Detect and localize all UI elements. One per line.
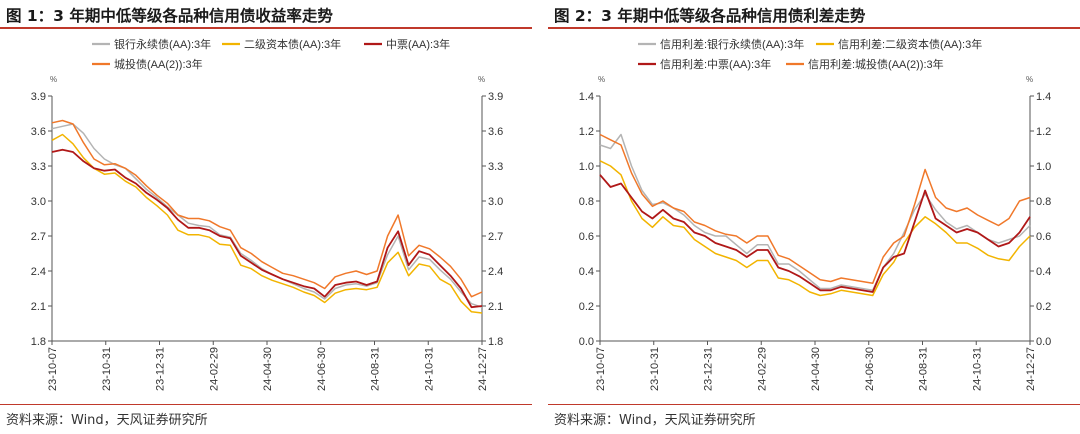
y-tick-label-left: 1.0	[579, 161, 594, 173]
y-tick-label-left: 2.4	[31, 266, 46, 278]
source-rule	[548, 404, 1080, 405]
y-tick-label-left: 3.0	[31, 196, 46, 208]
legend-item: 信用利差:中票(AA):3年	[638, 57, 771, 71]
y-tick-label-left: 3.9	[31, 91, 46, 103]
x-tick-label: 24-10-31	[971, 347, 983, 391]
yield-chart: 银行永续债(AA):3年 二级资本债(AA):3年 中票(AA):3年城投债(AA(…	[31, 37, 504, 391]
y-unit-right: %	[1026, 75, 1033, 84]
x-tick-label: 24-02-29	[756, 347, 768, 391]
title-rule	[548, 27, 1080, 29]
y-unit-left: %	[50, 75, 57, 84]
legend-label: 中票(AA):3年	[386, 37, 450, 51]
y-tick-label-left: 1.8	[31, 336, 46, 348]
source-note-yield: 资料来源：Wind，天风证券研究所	[6, 413, 208, 428]
y-tick-label-left: 0.8	[579, 196, 594, 208]
series-line-2	[599, 160, 1031, 297]
legend-item: 中票(AA):3年	[364, 37, 450, 51]
y-tick-label-right: 2.4	[488, 266, 503, 278]
y-tick-label-right: 2.1	[488, 301, 503, 313]
y-tick-label-right: 0.2	[1036, 301, 1051, 313]
y-tick-label-right: 1.0	[1036, 161, 1051, 173]
x-tick-label: 24-06-30	[316, 347, 328, 391]
x-tick-label: 24-02-29	[208, 347, 220, 391]
y-tick-label-right: 1.4	[1036, 91, 1051, 103]
source-rule	[0, 404, 532, 405]
y-tick-label-right: 0.0	[1036, 336, 1051, 348]
y-tick-label-right: 3.6	[488, 126, 503, 138]
y-unit-right: %	[478, 75, 485, 84]
series-line-1	[599, 133, 1031, 292]
legend-label: 城投债(AA(2)):3年	[114, 57, 203, 71]
y-tick-label-left: 0.2	[579, 301, 594, 313]
series-line-4	[51, 119, 483, 298]
y-tick-label-right: 0.6	[1036, 231, 1051, 243]
series-line-2	[51, 133, 483, 314]
legend-label: 信用利差:二级资本债(AA):3年	[838, 37, 982, 51]
x-tick-label: 23-10-07	[595, 347, 607, 391]
y-tick-label-right: 0.4	[1036, 266, 1051, 278]
series-line-1	[51, 123, 483, 308]
x-tick-label: 24-10-31	[423, 347, 435, 391]
y-tick-label-left: 1.4	[579, 91, 594, 103]
legend-label: 二级资本债(AA):3年	[244, 37, 341, 51]
legend-label: 信用利差:银行永续债(AA):3年	[660, 37, 804, 51]
y-tick-label-left: 3.3	[31, 161, 46, 173]
y-tick-label-left: 2.1	[31, 301, 46, 313]
series-line-4	[599, 133, 1031, 285]
x-tick-label: 23-10-31	[101, 347, 113, 391]
x-tick-label: 24-04-30	[262, 347, 274, 391]
legend-label: 信用利差:中票(AA):3年	[660, 57, 771, 71]
legend-label: 信用利差:城投债(AA(2)):3年	[808, 57, 944, 71]
x-tick-label: 24-06-30	[864, 347, 876, 391]
y-tick-label-right: 3.0	[488, 196, 503, 208]
chart-title-yield: 图 1：3 年期中低等级各品种信用债收益率走势	[6, 7, 333, 25]
series-line-3	[51, 148, 483, 309]
y-tick-label-right: 0.8	[1036, 196, 1051, 208]
source-note-spread: 资料来源：Wind，天风证券研究所	[554, 413, 756, 428]
y-tick-label-left: 2.7	[31, 231, 46, 243]
y-tick-label-left: 0.0	[579, 336, 594, 348]
y-tick-label-right: 1.8	[488, 336, 503, 348]
legend-item: 二级资本债(AA):3年	[222, 37, 341, 51]
title-rule	[0, 27, 532, 29]
chart-title-spread: 图 2：3 年期中低等级各品种信用债利差走势	[554, 7, 866, 25]
y-tick-label-left: 0.4	[579, 266, 594, 278]
series-line-3	[599, 174, 1031, 293]
legend-item: 信用利差:二级资本债(AA):3年	[816, 37, 982, 51]
x-tick-label: 24-08-31	[918, 347, 930, 391]
y-tick-label-right: 3.9	[488, 91, 503, 103]
x-tick-label: 24-04-30	[810, 347, 822, 391]
x-tick-label: 23-12-31	[155, 347, 167, 391]
legend-item: 信用利差:银行永续债(AA):3年	[638, 37, 804, 51]
legend-item: 银行永续债(AA):3年	[92, 37, 211, 51]
chart-panel-yield: 图 1：3 年期中低等级各品种信用债收益率走势 银行永续债(AA):3年 二级资本…	[0, 0, 532, 434]
legend-label: 银行永续债(AA):3年	[114, 37, 211, 51]
y-tick-label-right: 1.2	[1036, 126, 1051, 138]
y-tick-label-left: 1.2	[579, 126, 594, 138]
x-tick-label: 23-10-31	[649, 347, 661, 391]
y-unit-left: %	[598, 75, 605, 84]
legend-item: 信用利差:城投债(AA(2)):3年	[786, 57, 944, 71]
chart-panel-spread: 图 2：3 年期中低等级各品种信用债利差走势 信用利差:银行永续债(AA):3年…	[548, 0, 1080, 434]
x-tick-label: 24-08-31	[370, 347, 382, 391]
spread-chart: 信用利差:银行永续债(AA):3年 信用利差:二级资本债(AA):3年信用利差:中…	[579, 37, 1052, 391]
x-tick-label: 24-12-27	[1025, 347, 1037, 391]
y-tick-label-left: 3.6	[31, 126, 46, 138]
y-tick-label-left: 0.6	[579, 231, 594, 243]
x-tick-label: 24-12-27	[477, 347, 489, 391]
y-tick-label-right: 2.7	[488, 231, 503, 243]
legend-item: 城投债(AA(2)):3年	[92, 57, 203, 71]
x-tick-label: 23-10-07	[47, 347, 59, 391]
x-tick-label: 23-12-31	[703, 347, 715, 391]
y-tick-label-right: 3.3	[488, 161, 503, 173]
